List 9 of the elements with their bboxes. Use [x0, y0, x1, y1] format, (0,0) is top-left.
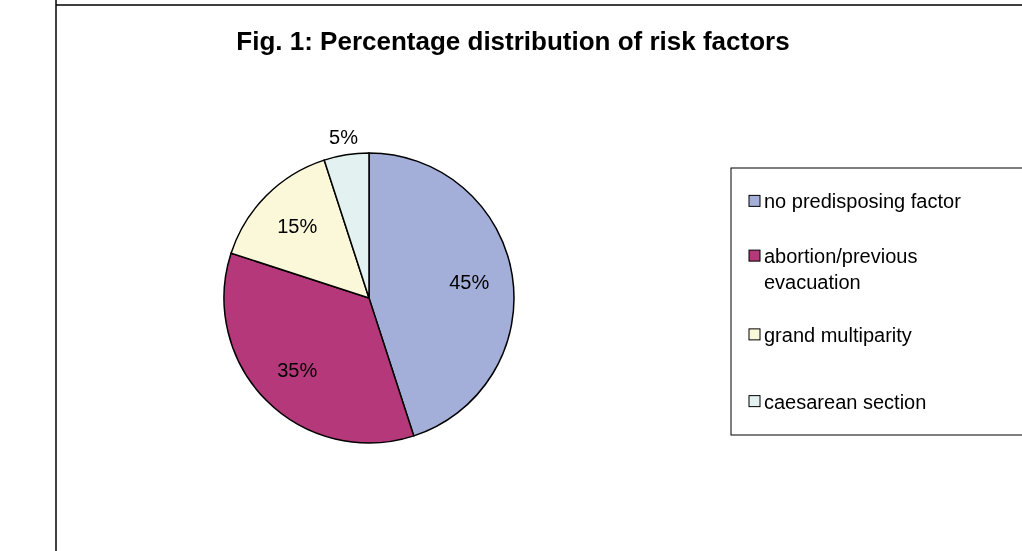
chart-title: Fig. 1: Percentage distribution of risk factors — [236, 26, 790, 56]
legend-label: abortion/previous evacuation — [764, 245, 918, 294]
data-label: 15% — [277, 215, 318, 238]
data-label: 35% — [277, 358, 318, 381]
legend-label: grand multiparity — [764, 323, 912, 346]
data-label: 45% — [449, 271, 490, 294]
legend-label: caesarean section — [764, 390, 927, 413]
data-label: 5% — [329, 126, 359, 149]
legend-label: no predisposing factor — [764, 190, 962, 213]
